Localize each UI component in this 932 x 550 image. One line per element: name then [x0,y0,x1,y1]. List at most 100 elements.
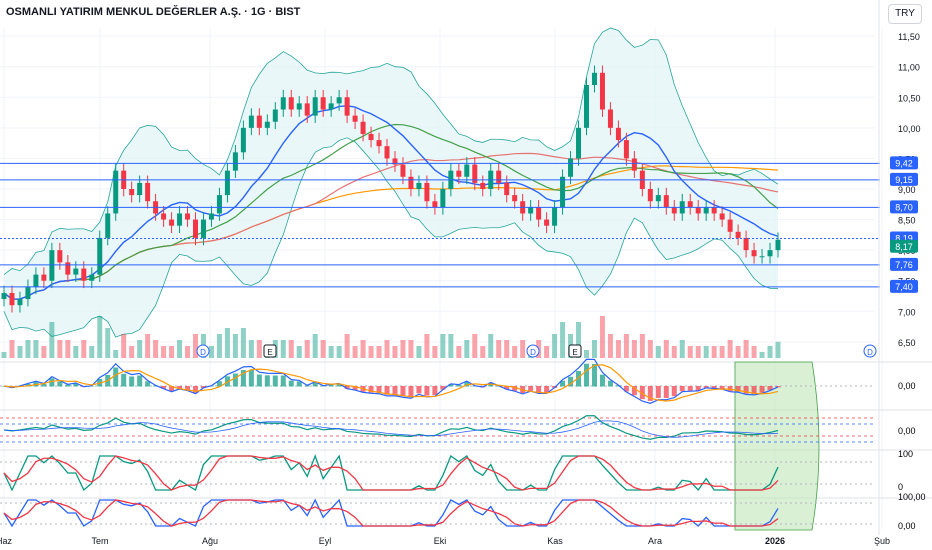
volume-bar [280,340,286,358]
ma-blue-line [3,105,779,300]
macd-histogram-bar [376,386,382,393]
stoch2-k-line [3,498,779,528]
candle-body [743,237,749,251]
macd-histogram-bar [456,384,462,387]
candle-body [65,262,71,275]
stoch2-axis-top: 100,00 [898,492,926,502]
macd-histogram-bar [528,386,534,391]
volume-bar [9,340,15,358]
volume-bar [464,340,470,358]
volume-bar [719,346,725,358]
stoch1-axis-bottom: 0 [898,482,903,492]
x-tick-label: Eyl [319,536,332,546]
volume-bar [631,340,637,358]
candle-body [232,152,238,171]
candle-body [440,189,446,208]
macd-histogram-bar [296,381,302,387]
volume-bar [256,340,262,358]
volume-bar [751,346,757,358]
price-level-tag [890,156,918,170]
y-tick-label: 10,50 [898,93,921,103]
currency-button[interactable]: TRY [888,4,922,24]
candle-body [129,189,135,196]
macd-histogram-bar [169,386,175,392]
candle-body [256,115,262,128]
volume-bar [185,346,191,358]
volume-bar [368,346,374,358]
candle-body [456,170,462,177]
candle-body [392,158,398,165]
volume-bar [33,340,39,358]
volume-bar [161,346,167,358]
candle-body [73,268,79,275]
macd-histogram-bar [512,386,518,391]
candle-body [663,195,669,208]
highlight-region [734,361,820,531]
macd-histogram-bar [695,386,701,391]
candle-body [536,207,542,220]
macd-histogram-bar [663,386,669,398]
candle-body [49,250,55,281]
y-tick-label: 6,50 [898,338,916,348]
volume-bar [480,346,486,358]
candle-body [1,292,7,300]
volume-bar [576,322,582,358]
stoch1-d-line [3,455,779,491]
price-level-tag [890,257,918,271]
macd-histogram-bar [336,383,342,387]
candle-body [352,115,358,122]
dividend-marker [863,344,877,358]
candle-body [496,170,502,183]
candle-body [472,164,478,183]
oscillator-signal-line [3,420,779,438]
candle-body [280,97,286,110]
price-level-tag [890,200,918,214]
volume-bar [647,340,653,358]
y-tick-label: 10,00 [898,124,921,134]
volume-bar [552,334,558,358]
candle-body [408,176,414,189]
candle-body [695,207,701,214]
volume-bar [695,346,701,358]
volume-bar [17,346,23,358]
candle-body [328,103,334,110]
candle-body [97,237,103,275]
volume-bar [488,334,494,358]
candle-body [552,207,558,226]
volume-bar [472,334,478,358]
candle-body [384,146,390,159]
candle-body [25,286,31,300]
volume-bar [113,350,119,358]
volume-bar [304,340,310,358]
price-level-label: 7,76 [895,260,913,270]
macd-histogram-bar [368,386,374,393]
volume-bar [25,340,31,358]
macd-histogram-bar [400,386,406,396]
macd-histogram-bar [248,369,254,387]
price-level-label: 9,15 [895,175,913,185]
macd-histogram-bar [216,381,222,387]
volume-bar [392,346,398,358]
earnings-marker [263,344,277,358]
macd-histogram-bar [576,371,582,387]
volume-bar [1,352,7,358]
volume-bar [727,340,733,358]
macd-histogram-bar [504,386,510,390]
volume-bar [743,340,749,358]
candle-body [344,97,350,116]
candle-body [312,97,318,116]
macd-histogram-bar [137,375,143,387]
volume-bar [599,316,605,358]
macd-histogram-bar [599,374,605,387]
candle-body [81,268,87,281]
volume-bar [121,334,127,358]
macd-axis-label: 0,00 [898,381,916,391]
candle-body [9,292,15,306]
candle-body [719,213,725,220]
price-level-label: 8,70 [895,202,913,212]
y-tick-label: 8,50 [898,216,916,226]
macd-histogram-bar [568,376,574,387]
volume-bar [711,346,717,358]
volume-bar [81,340,87,358]
